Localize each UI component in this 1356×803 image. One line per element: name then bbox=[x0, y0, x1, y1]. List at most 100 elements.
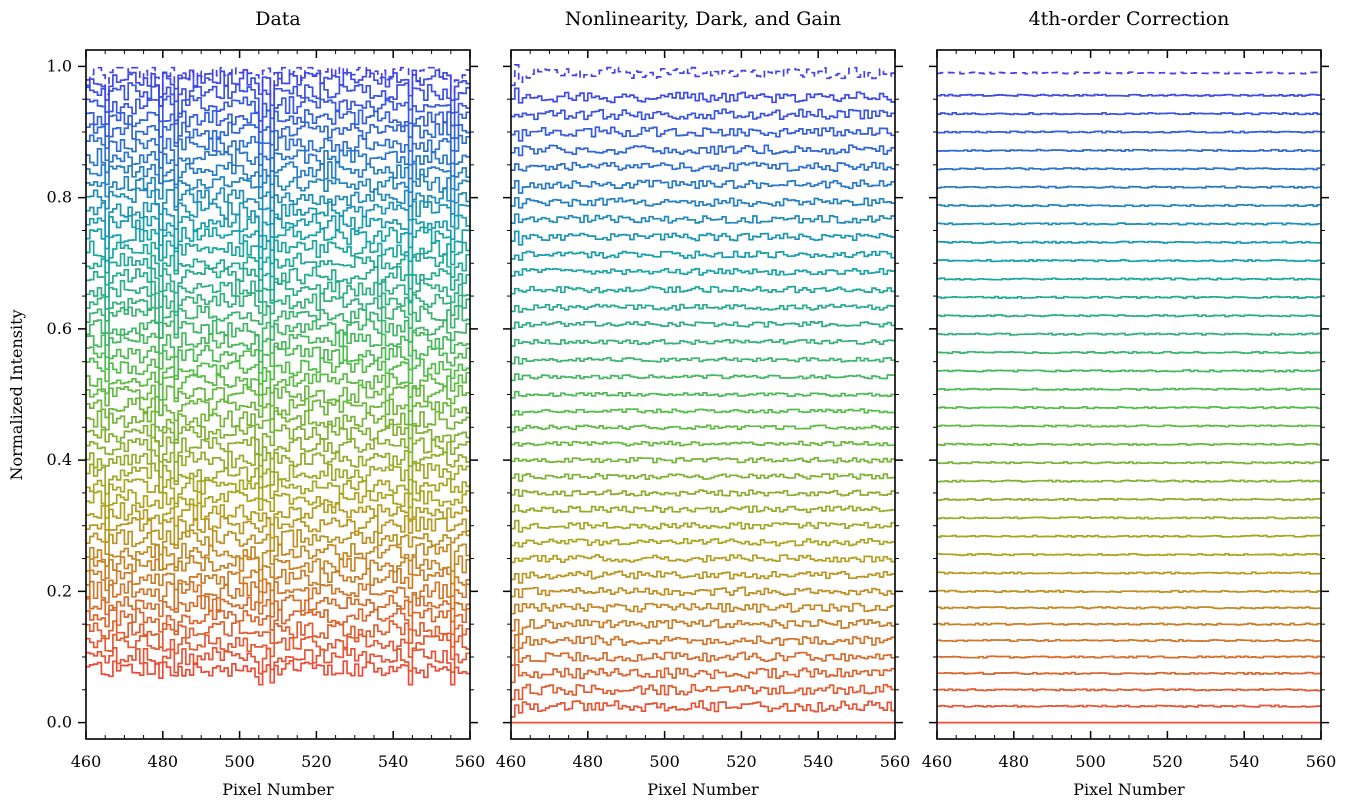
x-tick-label: 560 bbox=[1306, 752, 1337, 771]
x-axis-label: Pixel Number bbox=[222, 780, 334, 799]
spectrum-trace bbox=[86, 606, 470, 636]
panel-nonlinearity-dark-gain: Nonlinearity, Dark, and Gain Pixel Numbe… bbox=[496, 8, 911, 799]
spectrum-trace bbox=[511, 338, 895, 347]
spectrum-trace bbox=[511, 570, 895, 584]
spectrum-trace bbox=[511, 213, 895, 225]
spectrum-trace bbox=[937, 332, 1321, 336]
spectrum-trace bbox=[86, 620, 470, 649]
x-tick-label: 480 bbox=[999, 752, 1030, 771]
spectrum-trace bbox=[511, 285, 895, 295]
spectrum-trace bbox=[511, 456, 895, 464]
spectrum-trace bbox=[511, 602, 895, 615]
spectrum-trace bbox=[937, 387, 1321, 391]
x-tick-label: 560 bbox=[455, 752, 486, 771]
spectrum-trace bbox=[511, 179, 895, 194]
x-axis-label: Pixel Number bbox=[647, 780, 759, 799]
spectrum-trace bbox=[511, 519, 895, 533]
spectrum-trace bbox=[86, 121, 470, 159]
spectrum-trace bbox=[511, 663, 895, 684]
spectrum-trace bbox=[511, 634, 895, 650]
spectrum-trace bbox=[86, 82, 470, 122]
spectrum-trace bbox=[937, 688, 1321, 692]
spectrum-trace bbox=[511, 144, 895, 157]
y-axis-label: Normalized Intensity bbox=[7, 309, 26, 480]
spectrum-trace bbox=[937, 71, 1321, 75]
y-tick-label: 0.6 bbox=[47, 319, 72, 338]
spectrum-trace bbox=[937, 461, 1321, 465]
spectrum-trace bbox=[937, 259, 1321, 263]
spectrum-trace bbox=[511, 196, 895, 209]
spectrum-trace bbox=[86, 66, 470, 100]
x-tick-label: 520 bbox=[301, 752, 332, 771]
spectrum-trace bbox=[937, 704, 1321, 708]
spectrum-trace bbox=[937, 534, 1321, 538]
spectrum-trace bbox=[511, 250, 895, 261]
spectrum-trace bbox=[937, 655, 1321, 659]
x-tick-label: 520 bbox=[726, 752, 757, 771]
spectrum-trace bbox=[86, 423, 470, 456]
spectrum-trace bbox=[511, 408, 895, 416]
tick-group: 460 480 500 520 540 560 0.0 0.2 0.4 0.6 0.8 1.0 bbox=[47, 50, 486, 771]
spectrum-trace bbox=[937, 240, 1321, 244]
x-tick-label: 520 bbox=[1152, 752, 1183, 771]
spectrum-trace bbox=[937, 516, 1321, 520]
spectrum-trace bbox=[86, 109, 470, 146]
spectrum-trace bbox=[86, 357, 470, 386]
spectrum-trace bbox=[511, 440, 895, 447]
spectrum-trace bbox=[86, 397, 470, 426]
spectrum-trace bbox=[937, 552, 1321, 557]
x-tick-label: 480 bbox=[573, 752, 604, 771]
spectrum-trace bbox=[511, 537, 895, 548]
x-tick-label: 460 bbox=[496, 752, 527, 771]
spectrum-trace bbox=[511, 64, 895, 87]
spectrum-trace bbox=[937, 606, 1321, 610]
spectrum-trace bbox=[86, 659, 470, 686]
spectrum-trace bbox=[511, 161, 895, 172]
x-tick-label: 540 bbox=[1229, 752, 1260, 771]
spectrum-trace bbox=[511, 424, 895, 433]
spectrum-trace bbox=[937, 497, 1321, 502]
panel-title: 4th-order Correction bbox=[1029, 8, 1230, 30]
spectrum-trace bbox=[937, 479, 1321, 483]
spectrum-trace bbox=[937, 405, 1321, 410]
spectrum-trace bbox=[86, 292, 470, 324]
spectrum-trace bbox=[511, 504, 895, 514]
spectrum-trace bbox=[511, 267, 895, 277]
y-tick-label: 0.4 bbox=[47, 450, 72, 469]
spectrum-trace bbox=[86, 318, 470, 352]
spectrum-trace bbox=[86, 226, 470, 265]
spectrum-trace bbox=[86, 477, 470, 509]
spectrum-trace bbox=[511, 700, 895, 718]
spectrum-trace bbox=[511, 87, 895, 104]
spectrum-trace bbox=[937, 112, 1321, 116]
spectrum-trace bbox=[937, 222, 1321, 226]
spectrum-trace bbox=[86, 555, 470, 585]
spectrum-trace bbox=[86, 449, 470, 482]
trace-group bbox=[937, 71, 1321, 724]
spectrum-trace bbox=[511, 649, 895, 666]
x-tick-label: 500 bbox=[1075, 752, 1106, 771]
spectrum-trace bbox=[511, 618, 895, 635]
y-tick-label: 1.0 bbox=[47, 56, 72, 75]
spectrum-trace bbox=[937, 203, 1321, 208]
spectrum-trace bbox=[86, 580, 470, 610]
spectrum-trace bbox=[937, 185, 1321, 189]
spectrum-trace bbox=[937, 571, 1321, 575]
spectrum-trace bbox=[511, 303, 895, 313]
x-tick-label: 560 bbox=[880, 752, 911, 771]
spectrum-trace bbox=[511, 373, 895, 382]
spectrum-trace bbox=[86, 567, 470, 598]
spectrum-trace bbox=[86, 646, 470, 675]
plot-frame bbox=[936, 49, 1322, 740]
spectrum-trace bbox=[511, 473, 895, 482]
spectrum-trace bbox=[937, 671, 1321, 676]
trace-group bbox=[511, 64, 895, 724]
spectrum-trace bbox=[511, 488, 895, 497]
panel-title: Data bbox=[255, 8, 301, 30]
spectrum-trace bbox=[86, 187, 470, 225]
x-tick-label: 460 bbox=[922, 752, 953, 771]
spectrum-trace bbox=[511, 126, 895, 142]
spectrum-trace bbox=[511, 321, 895, 330]
spectrum-trace bbox=[86, 331, 470, 363]
spectrum-trace bbox=[937, 622, 1321, 626]
